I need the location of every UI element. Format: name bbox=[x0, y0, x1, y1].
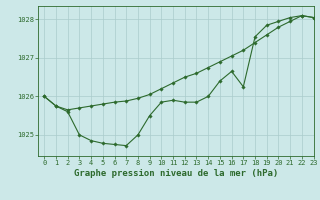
X-axis label: Graphe pression niveau de la mer (hPa): Graphe pression niveau de la mer (hPa) bbox=[74, 169, 278, 178]
